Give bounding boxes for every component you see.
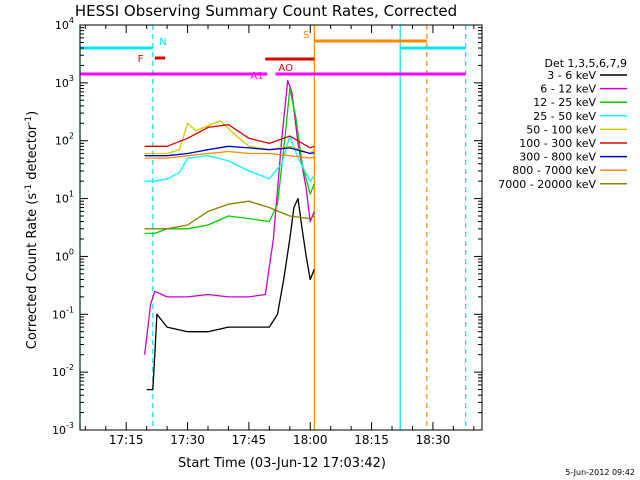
- series-line-8: [144, 150, 315, 159]
- y-tick-label-exponent: 4: [69, 16, 74, 25]
- series-line-9: [144, 200, 315, 230]
- y-axis-label: Corrected Count Rate (s-1 detector-1): [24, 111, 40, 349]
- y-tick-label-exponent: -2: [66, 363, 74, 372]
- observing-flags: N F S AO A1: [80, 30, 466, 82]
- y-tick-label-base: 10: [52, 366, 66, 379]
- y-label-end: ): [25, 111, 40, 116]
- x-tick-label-4: 18:00: [293, 433, 328, 447]
- legend-title: Det 1,3,5,6,7,9: [544, 57, 627, 70]
- legend-label-7: 300 - 800 keV: [519, 151, 596, 164]
- count-rate-series: [143, 79, 315, 391]
- legend-label-3: 12 - 25 keV: [533, 96, 596, 109]
- y-tick-label-8: 104: [55, 16, 74, 32]
- y-tick-label-base: 10: [52, 308, 66, 321]
- x-tick-label-6: 18:30: [416, 433, 451, 447]
- y-tick-label-exponent: -1: [66, 305, 74, 314]
- flag-f-label: F: [138, 54, 144, 65]
- flag-ao-label: AO: [278, 63, 293, 74]
- series-line-1: [146, 197, 315, 391]
- vertical-markers: [79, 25, 467, 430]
- y-tick-label-exponent: 3: [69, 74, 74, 83]
- y-tick-label-base: 10: [55, 250, 69, 263]
- footer-date: 5-Jun-2012 09:42: [565, 468, 635, 477]
- y-tick-label-base: 10: [52, 424, 66, 437]
- series-line-7: [144, 145, 315, 157]
- y-tick-label-5: 101: [55, 190, 74, 206]
- flag-n-label: N: [159, 37, 166, 48]
- y-tick-label-base: 10: [55, 77, 69, 90]
- flag-a1-label: A1: [250, 71, 263, 82]
- chart-title: HESSI Observing Summary Count Rates, Cor…: [75, 2, 457, 20]
- x-tick-label-3: 17:45: [232, 433, 267, 447]
- y-tick-label-base: 10: [55, 193, 69, 206]
- legend-label-9: 7000 - 20000 keV: [498, 178, 596, 191]
- y-tick-label-3: 10-1: [52, 305, 74, 321]
- y-tick-label-6: 102: [55, 132, 74, 148]
- y-tick-label-7: 103: [55, 74, 74, 90]
- series-line-5: [144, 120, 315, 155]
- y-tick-label-4: 100: [55, 247, 74, 263]
- y-label-mid: detector: [25, 124, 40, 184]
- plot-frame: [79, 24, 483, 431]
- series-line-6: [144, 123, 315, 149]
- y-tick-label-2: 10-2: [52, 363, 74, 379]
- y-tick-label-exponent: 0: [69, 247, 74, 256]
- series-line-3: [144, 87, 315, 235]
- legend-label-8: 800 - 7000 keV: [512, 164, 596, 177]
- y-tick-label-exponent: -3: [66, 421, 74, 430]
- legend-label-1: 3 - 6 keV: [547, 69, 596, 82]
- y-label-sup-2: -1: [24, 116, 34, 125]
- flag-s-label: S: [303, 30, 309, 41]
- legend-label-4: 25 - 50 keV: [533, 110, 596, 123]
- y-tick-label-base: 10: [55, 135, 69, 148]
- x-axis-label: Start Time (03-Jun-12 17:03:42): [178, 456, 386, 471]
- legend-label-2: 6 - 12 keV: [540, 83, 596, 96]
- legend-label-5: 50 - 100 keV: [526, 123, 596, 136]
- y-tick-label-1: 10-3: [52, 421, 74, 437]
- legend-label-6: 100 - 300 keV: [519, 137, 596, 150]
- y-tick-label-base: 10: [55, 19, 69, 32]
- y-label-main: Corrected Count Rate (s: [25, 193, 40, 350]
- x-tick-label-5: 18:15: [354, 433, 389, 447]
- series-line-4: [144, 135, 315, 182]
- y-tick-label-exponent: 1: [69, 190, 74, 199]
- x-tick-label-2: 17:30: [170, 433, 205, 447]
- y-label-sup-1: -1: [24, 184, 34, 193]
- x-tick-label-1: 17:15: [109, 433, 144, 447]
- y-tick-label-exponent: 2: [69, 132, 74, 141]
- series-line-2: [143, 79, 315, 355]
